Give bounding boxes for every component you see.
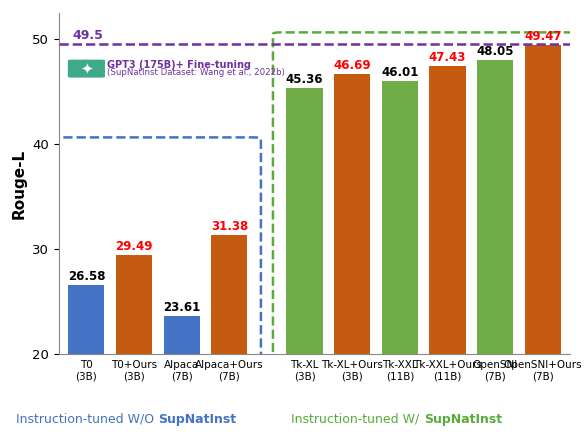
- Text: 31.38: 31.38: [211, 220, 248, 233]
- Text: Instruction-tuned W/: Instruction-tuned W/: [292, 413, 424, 426]
- Bar: [163, 316, 200, 354]
- Text: ✦: ✦: [80, 61, 93, 76]
- Bar: [68, 285, 105, 354]
- Text: 26.58: 26.58: [68, 270, 105, 283]
- Bar: [211, 235, 248, 354]
- Text: 49.5: 49.5: [72, 29, 103, 42]
- Text: SupNatInst: SupNatInst: [158, 413, 236, 426]
- Bar: [382, 81, 418, 354]
- Bar: [286, 88, 323, 354]
- Text: 29.49: 29.49: [115, 240, 153, 253]
- Text: 49.47: 49.47: [524, 30, 562, 43]
- Text: GPT3 (175B)+ Fine-tuning: GPT3 (175B)+ Fine-tuning: [107, 60, 251, 70]
- Text: Instruction-tuned W/O: Instruction-tuned W/O: [16, 413, 158, 426]
- Text: (SupNatInst Dataset: Wang et al., 2022b): (SupNatInst Dataset: Wang et al., 2022b): [107, 68, 285, 77]
- Text: 47.43: 47.43: [429, 51, 466, 64]
- Bar: [477, 60, 513, 354]
- Y-axis label: Rouge-L: Rouge-L: [12, 149, 26, 219]
- Text: 46.01: 46.01: [381, 66, 419, 79]
- Text: 23.61: 23.61: [163, 302, 201, 314]
- Bar: [116, 254, 152, 354]
- Bar: [524, 45, 561, 354]
- Text: 45.36: 45.36: [286, 73, 323, 86]
- FancyBboxPatch shape: [68, 60, 105, 78]
- Bar: [334, 74, 370, 354]
- Text: 46.69: 46.69: [333, 59, 371, 72]
- Bar: [429, 66, 466, 354]
- Text: SupNatInst: SupNatInst: [424, 413, 502, 426]
- Text: 48.05: 48.05: [476, 45, 514, 58]
